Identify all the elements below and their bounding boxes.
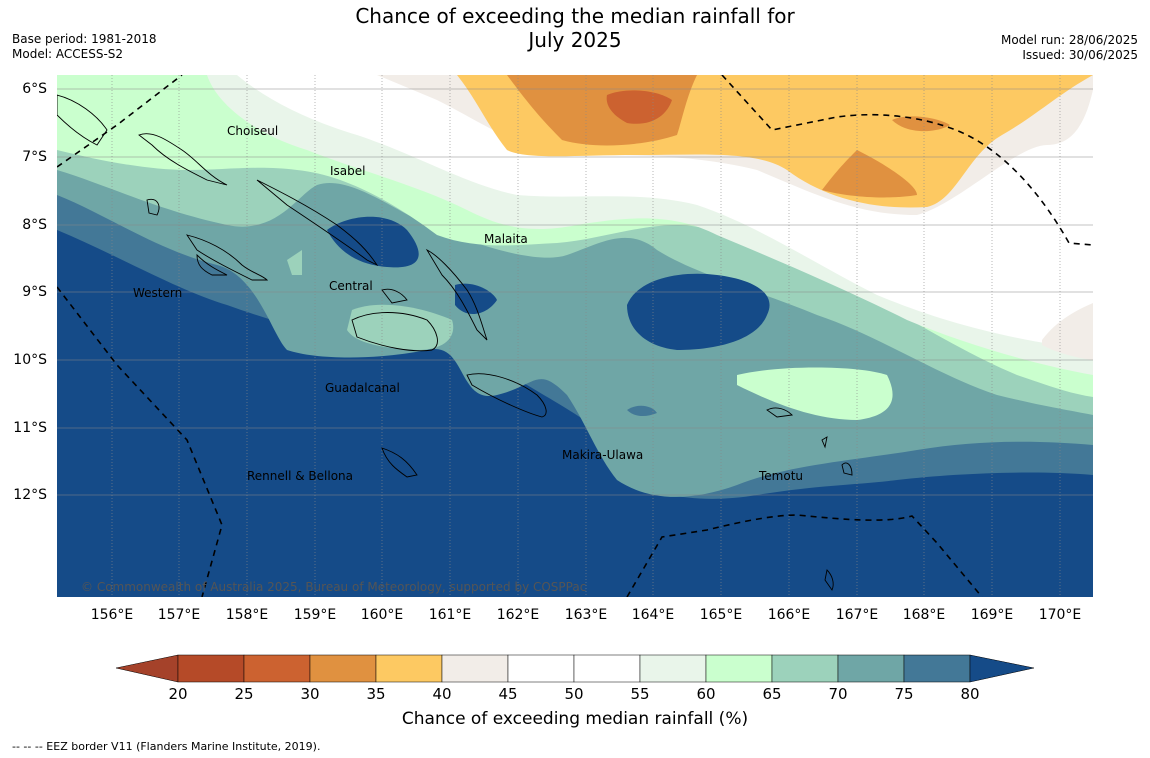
colorbar-tick: 30 <box>300 685 320 703</box>
colorbar-swatch <box>639 654 707 683</box>
lat-label: 8°S <box>22 217 47 233</box>
lon-label: 158°E <box>225 607 269 623</box>
lon-label: 165°E <box>699 607 743 623</box>
model-run: Model run: 28/06/2025 <box>1000 33 1138 47</box>
lat-label: 6°S <box>22 81 47 97</box>
region-label-malaita: Malaita <box>484 232 528 246</box>
lat-label: 11°S <box>13 420 47 436</box>
colorbar-title: Chance of exceeding median rainfall (%) <box>401 709 749 729</box>
map-title-line2: July 2025 <box>528 28 622 52</box>
lat-label: 7°S <box>22 149 47 165</box>
lat-label: 12°S <box>13 487 47 503</box>
colorbar <box>115 654 1035 683</box>
lon-label: 162°E <box>496 607 540 623</box>
region-labels: Choiseul Isabel Malaita Central Western … <box>133 124 803 483</box>
colorbar-tick: 35 <box>366 685 386 703</box>
lon-label: 161°E <box>428 607 472 623</box>
colorbar-swatch <box>309 654 377 683</box>
lon-label: 164°E <box>631 607 675 623</box>
issued-date: Issued: 30/06/2025 <box>1022 48 1138 62</box>
eez-border-footnote: -- -- -- EEZ border V11 (Flanders Marine… <box>12 740 321 753</box>
region-label-rennell-bellona: Rennell & Bellona <box>247 469 353 483</box>
lat-label: 9°S <box>22 284 47 300</box>
colorbar-tick: 70 <box>828 685 848 703</box>
colorbar-tick: 20 <box>168 685 188 703</box>
lon-label: 167°E <box>835 607 879 623</box>
colorbar-swatch-below-20 <box>115 654 179 683</box>
rainfall-map: Choiseul Isabel Malaita Central Western … <box>57 75 1093 597</box>
colorbar-swatch <box>375 654 443 683</box>
region-label-temotu: Temotu <box>758 469 803 483</box>
colorbar-swatch <box>507 654 575 683</box>
region-label-guadalcanal: Guadalcanal <box>325 381 400 395</box>
map-title-line1: Chance of exceeding the median rainfall … <box>355 4 795 28</box>
colorbar-tick: 80 <box>960 685 980 703</box>
region-label-choiseul: Choiseul <box>227 124 278 138</box>
region-label-central: Central <box>329 279 373 293</box>
colorbar-swatch <box>573 654 641 683</box>
lat-label: 10°S <box>13 352 47 368</box>
colorbar-swatch <box>837 654 905 683</box>
lon-label: 170°E <box>1038 607 1082 623</box>
colorbar-swatch <box>243 654 311 683</box>
model-name: Model: ACCESS-S2 <box>12 47 124 61</box>
lon-label: 168°E <box>902 607 946 623</box>
lon-label: 156°E <box>90 607 134 623</box>
copyright-notice: © Commonwealth of Australia 2025, Bureau… <box>81 580 586 594</box>
lon-label: 163°E <box>564 607 608 623</box>
colorbar-tick: 55 <box>630 685 650 703</box>
colorbar-tick: 40 <box>432 685 452 703</box>
colorbar-swatch <box>903 654 971 683</box>
eez-border-lines <box>57 75 1093 597</box>
lon-label: 169°E <box>970 607 1014 623</box>
colorbar-swatch <box>705 654 773 683</box>
coastlines <box>57 94 853 591</box>
region-label-isabel: Isabel <box>330 164 365 178</box>
colorbar-swatch <box>441 654 509 683</box>
colorbar-tick: 75 <box>894 685 914 703</box>
colorbar-tick: 65 <box>762 685 782 703</box>
colorbar-tick: 60 <box>696 685 716 703</box>
lon-label: 160°E <box>360 607 404 623</box>
colorbar-swatch <box>177 654 245 683</box>
base-period: Base period: 1981-2018 <box>12 32 157 46</box>
colorbar-swatch <box>771 654 839 683</box>
colorbar-tick: 45 <box>498 685 518 703</box>
colorbar-tick: 50 <box>564 685 584 703</box>
colorbar-tick: 25 <box>234 685 254 703</box>
lon-label: 159°E <box>293 607 337 623</box>
colorbar-swatch-above-80 <box>969 654 1035 683</box>
region-label-makira-ulawa: Makira-Ulawa <box>562 448 643 462</box>
lon-label: 166°E <box>767 607 811 623</box>
region-label-western: Western <box>133 286 182 300</box>
lon-label: 157°E <box>157 607 201 623</box>
